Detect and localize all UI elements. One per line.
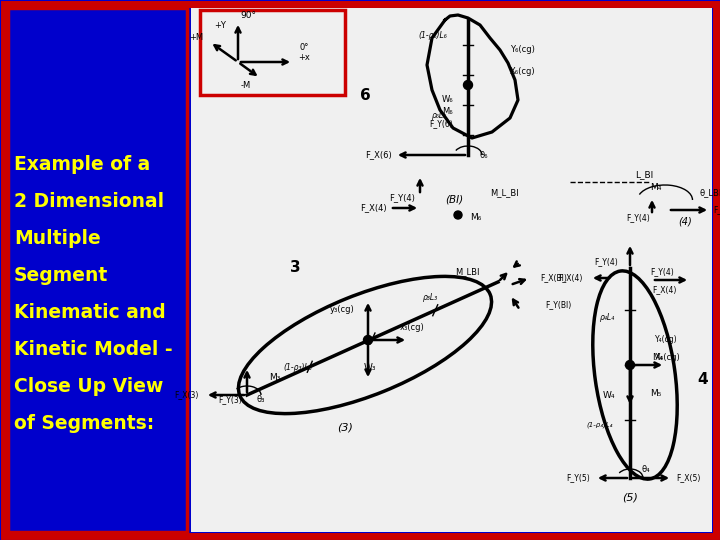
Text: Y₄(cg): Y₄(cg) [655,335,678,345]
Text: F_X(BI): F_X(BI) [540,273,567,282]
Text: F_X(4): F_X(4) [559,273,583,282]
Text: (1-ρ₆)L₆: (1-ρ₆)L₆ [418,30,447,39]
Text: F_X(4): F_X(4) [652,286,676,294]
Ellipse shape [238,276,492,414]
Text: M₅: M₅ [650,388,662,397]
Text: 4: 4 [698,373,708,388]
Text: +x: +x [298,53,310,63]
Text: ρ₄L₄: ρ₄L₄ [600,314,615,322]
Text: Segment: Segment [14,266,108,285]
Text: F_X(6): F_X(6) [365,151,392,159]
Text: θ₆: θ₆ [480,151,488,159]
Text: +Y: +Y [214,21,226,30]
Text: θ₃: θ₃ [257,395,265,403]
Circle shape [626,361,634,369]
Circle shape [454,211,462,219]
Text: 3: 3 [289,260,300,275]
Text: F_X(4): F_X(4) [361,204,387,213]
Text: F_X(4): F_X(4) [713,206,720,214]
Circle shape [364,335,372,345]
Text: x₃(cg): x₃(cg) [400,323,425,333]
Text: F_X(5): F_X(5) [676,474,701,483]
Text: -M: -M [241,80,251,90]
Text: ρ₆L₆: ρ₆L₆ [432,111,447,119]
Text: M₆: M₆ [470,213,482,222]
Text: Close Up View: Close Up View [14,377,163,396]
Text: M_LBI: M_LBI [456,267,480,276]
Bar [8,8,187,532]
Text: F_Y(4): F_Y(4) [650,267,674,276]
Text: M₄: M₄ [650,184,662,192]
Text: (4): (4) [678,217,692,227]
Text: M₄: M₄ [652,354,662,362]
Text: F_Y(BI): F_Y(BI) [545,300,571,309]
Text: F_Y(5): F_Y(5) [566,474,590,483]
Circle shape [464,80,472,90]
Text: (5): (5) [622,493,638,503]
Ellipse shape [593,271,678,479]
Text: F_Y(6): F_Y(6) [429,119,453,129]
Text: 6: 6 [359,87,370,103]
Text: F_Y(4): F_Y(4) [389,193,415,202]
Text: M₆: M₆ [442,107,453,117]
Text: F_Y(4): F_Y(4) [626,213,650,222]
Text: X₄(cg): X₄(cg) [655,354,680,362]
Text: F_Y(3): F_Y(3) [218,395,242,404]
Text: (BI): (BI) [445,195,463,205]
Text: W₆: W₆ [441,96,453,105]
Text: M_L_BI: M_L_BI [490,188,518,198]
Text: θ_LBI: θ_LBI [700,188,720,198]
Text: Kinematic and: Kinematic and [14,303,166,322]
Text: Y₆(cg): Y₆(cg) [510,45,535,55]
Text: Example of a: Example of a [14,155,150,174]
Text: F_Y(4): F_Y(4) [594,258,618,267]
Text: (3): (3) [337,423,353,433]
Text: (1-ρ₃)L₃: (1-ρ₃)L₃ [284,363,312,373]
Text: M₃: M₃ [269,373,281,381]
Text: (1-ρ₄)L₄: (1-ρ₄)L₄ [587,422,613,428]
Text: 2 Dimensional: 2 Dimensional [14,192,164,211]
Text: X₆(cg): X₆(cg) [510,68,536,77]
Text: Kinetic Model -: Kinetic Model - [14,340,173,359]
Text: +M: +M [189,33,203,43]
Text: ȳ₃(cg): ȳ₃(cg) [330,306,355,314]
Text: L_BI: L_BI [635,171,653,179]
Bar [200,10,345,95]
Text: W₃: W₃ [364,363,377,373]
Text: F_X(3): F_X(3) [175,390,199,400]
Text: of Segments:: of Segments: [14,414,154,433]
Text: 90°: 90° [240,10,256,19]
Text: ρ₃L₃: ρ₃L₃ [423,294,438,302]
Text: 0°: 0° [300,44,310,52]
Text: θ₄: θ₄ [642,465,651,475]
Bar [191,8,712,532]
Text: Multiple: Multiple [14,229,101,248]
Text: W₄: W₄ [603,390,615,400]
